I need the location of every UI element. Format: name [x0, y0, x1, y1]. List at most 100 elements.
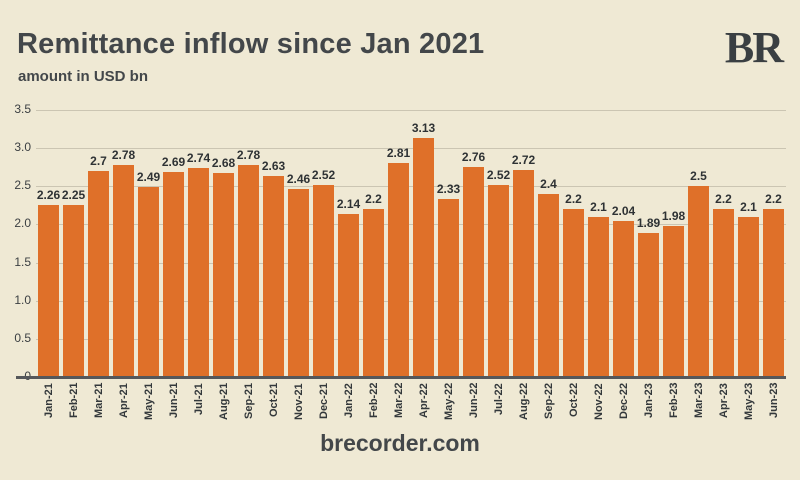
- x-axis-tick-label: Nov-22: [592, 383, 605, 420]
- bar-value-label: 2.78: [236, 147, 261, 162]
- x-axis-tick-label: Mar-22: [392, 383, 405, 419]
- x-axis-tick-label: Dec-22: [617, 383, 630, 420]
- x-axis-tick-label: Mar-23: [692, 383, 705, 419]
- bar-value-label: 2.1: [590, 199, 607, 214]
- bar-Aug-21: [212, 172, 235, 377]
- x-axis-tick-label: Jan-21: [42, 383, 55, 418]
- bar-May-22: [437, 199, 460, 377]
- bar-value-label: 2.69: [161, 154, 186, 169]
- gridline: [36, 263, 786, 264]
- bar-Jun-22: [462, 166, 485, 377]
- bar-value-label: 2.25: [61, 188, 86, 203]
- x-axis-tick-label: Apr-22: [417, 383, 430, 418]
- bar-Nov-21: [287, 189, 310, 377]
- bar-Mar-22: [387, 162, 410, 377]
- y-axis-tick-label: 3.0: [14, 140, 31, 154]
- bar-value-label: 1.98: [661, 209, 686, 223]
- x-axis-tick-label: Sep-21: [242, 383, 255, 420]
- bar-May-21: [137, 187, 160, 377]
- y-axis-tick-label: 2.5: [14, 178, 31, 192]
- bar-Mar-21: [87, 171, 110, 377]
- bar-value-label: 2.63: [261, 159, 286, 174]
- bar-value-label: 2.33: [436, 182, 461, 197]
- bar-value-label: 2.2: [715, 192, 732, 207]
- bar-value-label: 2.5: [690, 169, 707, 184]
- x-axis-tick-label: May-22: [442, 383, 455, 421]
- bar-Jan-23: [637, 232, 660, 377]
- gridline: [36, 186, 786, 187]
- bar-value-label: 2.76: [461, 149, 486, 164]
- x-axis-tick-label: Aug-22: [517, 383, 530, 421]
- bar-value-label: 3.13: [411, 121, 436, 136]
- x-axis-tick-label: Feb-23: [667, 383, 680, 419]
- gridline: [36, 301, 786, 302]
- bar-Feb-23: [662, 226, 685, 377]
- bar-value-label: 2.7: [90, 154, 107, 168]
- bar-Feb-21: [62, 205, 85, 377]
- bar-Feb-22: [362, 209, 385, 377]
- bar-Dec-21: [312, 184, 335, 377]
- bar-Apr-22: [412, 138, 435, 377]
- x-axis-tick-label: Sep-22: [542, 383, 555, 420]
- bar-value-label: 2.2: [565, 192, 582, 207]
- bar-Oct-21: [262, 176, 285, 377]
- bar-value-label: 1.89: [636, 215, 661, 230]
- x-axis-tick-label: Jun-23: [767, 383, 780, 419]
- x-axis-tick-label: May-21: [142, 383, 155, 421]
- bar-Jul-21: [187, 168, 210, 377]
- gridline: [36, 110, 786, 111]
- x-axis-tick-label: Nov-21: [292, 383, 305, 420]
- x-axis-tick-label: Jan-23: [642, 383, 655, 418]
- x-axis-tick-label: Jul-21: [192, 383, 205, 415]
- x-axis-tick-label: May-23: [742, 383, 755, 421]
- website-credit: brecorder.com: [320, 430, 480, 456]
- x-axis-tick-label: Jun-21: [167, 383, 180, 419]
- bar-Jan-21: [37, 204, 60, 377]
- bar-value-label: 2.49: [136, 170, 161, 184]
- y-axis-tick-label: 1.0: [14, 293, 31, 307]
- bar-Apr-21: [112, 164, 135, 377]
- x-axis-line: [16, 376, 786, 379]
- bar-value-label: 2.81: [386, 145, 411, 160]
- bar-value-label: 2.52: [311, 167, 336, 182]
- bar-Sep-22: [537, 193, 560, 377]
- bar-value-label: 2.68: [211, 155, 236, 170]
- bar-May-23: [737, 216, 760, 377]
- y-axis-tick-label: 2.0: [14, 216, 31, 230]
- gridline: [36, 224, 786, 225]
- bar-Dec-22: [612, 221, 635, 377]
- bar-Mar-23: [687, 186, 710, 377]
- x-axis-tick-label: Jul-22: [492, 383, 505, 415]
- x-axis-tick-label: Oct-22: [567, 383, 580, 418]
- x-axis-tick-label: Jan-22: [342, 383, 355, 418]
- bar-Jul-22: [487, 184, 510, 377]
- bar-value-label: 2.72: [511, 152, 536, 167]
- bar-Sep-21: [237, 164, 260, 377]
- bar-value-label: 2.52: [486, 167, 511, 182]
- bar-value-label: 2.1: [740, 199, 757, 214]
- x-axis-tick-label: Feb-22: [367, 383, 380, 419]
- bar-value-label: 2.2: [365, 192, 382, 207]
- bar-Jun-21: [162, 171, 185, 377]
- bar-Jan-22: [337, 213, 360, 377]
- bar-value-label: 2.26: [36, 187, 61, 202]
- x-axis-tick-label: Dec-21: [317, 383, 330, 420]
- bar-value-label: 2.46: [286, 172, 311, 187]
- y-axis-tick-label: 0.5: [14, 331, 31, 345]
- y-axis-tick-label: 1.5: [14, 255, 31, 269]
- chart-subtitle: amount in USD bn: [18, 68, 148, 85]
- bar-value-label: 2.4: [540, 176, 557, 191]
- chart-title: Remittance inflow since Jan 2021: [17, 28, 485, 60]
- bar-value-label: 2.2: [765, 192, 782, 207]
- x-axis-tick-label: Oct-21: [267, 383, 280, 418]
- bar-value-label: 2.74: [186, 151, 211, 165]
- bar-Aug-22: [512, 169, 535, 377]
- brecorder-logo: BR: [724, 23, 784, 72]
- bar-Jun-23: [762, 209, 785, 377]
- bar-Apr-23: [712, 209, 735, 377]
- bar-Nov-22: [587, 216, 610, 377]
- x-axis-tick-label: Feb-21: [67, 383, 80, 419]
- x-axis-tick-label: Apr-23: [717, 383, 730, 418]
